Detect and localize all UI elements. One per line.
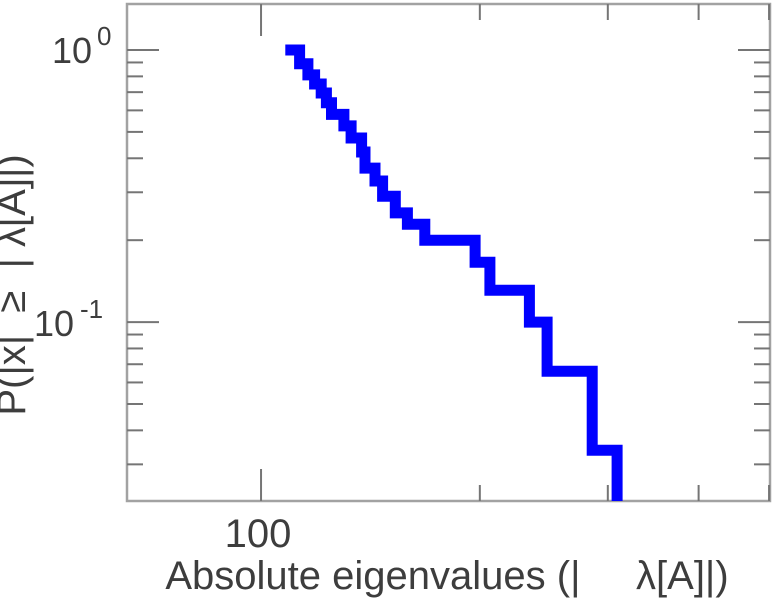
x-axis-title: Absolute eigenvalues (| λ[A]|) <box>165 554 728 598</box>
x-axis-ticks <box>260 4 771 501</box>
y-tick-label-1e0-mantissa: 10 <box>52 30 92 71</box>
ccdf-step-line <box>285 44 623 501</box>
y-tick-label-1e-1-mantissa: 10 <box>34 303 74 344</box>
plot-border <box>125 2 772 503</box>
y-axis-title: P(|x| ≥ | λ[A]|) <box>0 154 34 415</box>
y-axis-ticks <box>127 49 770 466</box>
y-tick-label-1e0-exponent: 0 <box>97 21 111 51</box>
y-tick-label-1e-1-exponent: -1 <box>80 294 103 324</box>
x-tick-label-100: 100 <box>225 512 292 556</box>
